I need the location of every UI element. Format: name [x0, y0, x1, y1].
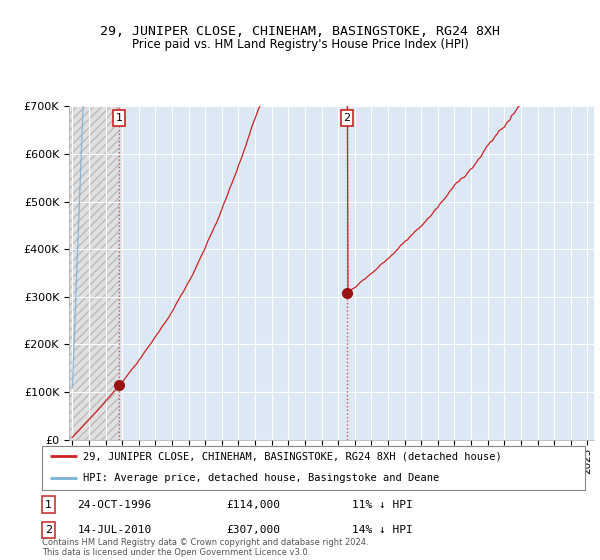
Text: 2: 2: [344, 113, 350, 123]
Text: 11% ↓ HPI: 11% ↓ HPI: [352, 500, 412, 510]
Text: 14% ↓ HPI: 14% ↓ HPI: [352, 525, 412, 535]
Text: 2: 2: [45, 525, 52, 535]
Text: HPI: Average price, detached house, Basingstoke and Deane: HPI: Average price, detached house, Basi…: [83, 473, 439, 483]
Text: 1: 1: [45, 500, 52, 510]
Bar: [69, 106, 119, 440]
Text: £114,000: £114,000: [227, 500, 281, 510]
Text: 1: 1: [116, 113, 122, 123]
Text: 14-JUL-2010: 14-JUL-2010: [77, 525, 152, 535]
Text: Contains HM Land Registry data © Crown copyright and database right 2024.
This d: Contains HM Land Registry data © Crown c…: [42, 538, 368, 557]
Text: Price paid vs. HM Land Registry's House Price Index (HPI): Price paid vs. HM Land Registry's House …: [131, 38, 469, 51]
Bar: [69, 106, 119, 440]
Text: 24-OCT-1996: 24-OCT-1996: [77, 500, 152, 510]
Text: 29, JUNIPER CLOSE, CHINEHAM, BASINGSTOKE, RG24 8XH (detached house): 29, JUNIPER CLOSE, CHINEHAM, BASINGSTOKE…: [83, 451, 502, 461]
Text: £307,000: £307,000: [227, 525, 281, 535]
Text: 29, JUNIPER CLOSE, CHINEHAM, BASINGSTOKE, RG24 8XH: 29, JUNIPER CLOSE, CHINEHAM, BASINGSTOKE…: [100, 25, 500, 38]
